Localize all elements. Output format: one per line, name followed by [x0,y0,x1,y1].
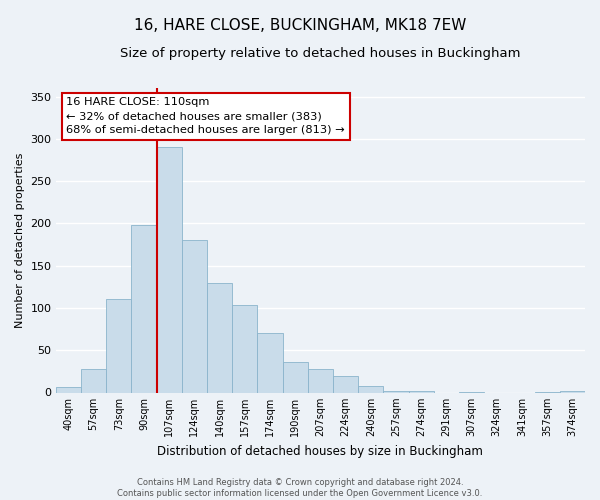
Bar [333,376,358,392]
Bar [131,225,157,392]
Bar [409,391,434,392]
Bar [283,362,308,392]
Bar [207,282,232,393]
Text: 16, HARE CLOSE, BUCKINGHAM, MK18 7EW: 16, HARE CLOSE, BUCKINGHAM, MK18 7EW [134,18,466,32]
Bar [232,306,257,392]
Y-axis label: Number of detached properties: Number of detached properties [15,152,25,328]
Bar [560,391,585,392]
Bar [106,300,131,392]
X-axis label: Distribution of detached houses by size in Buckingham: Distribution of detached houses by size … [157,444,484,458]
Title: Size of property relative to detached houses in Buckingham: Size of property relative to detached ho… [120,48,521,60]
Bar [157,148,182,392]
Text: 16 HARE CLOSE: 110sqm
← 32% of detached houses are smaller (383)
68% of semi-det: 16 HARE CLOSE: 110sqm ← 32% of detached … [67,97,345,135]
Bar [308,369,333,392]
Bar [81,369,106,392]
Bar [56,386,81,392]
Bar [383,391,409,392]
Bar [358,386,383,392]
Text: Contains HM Land Registry data © Crown copyright and database right 2024.
Contai: Contains HM Land Registry data © Crown c… [118,478,482,498]
Bar [182,240,207,392]
Bar [257,334,283,392]
